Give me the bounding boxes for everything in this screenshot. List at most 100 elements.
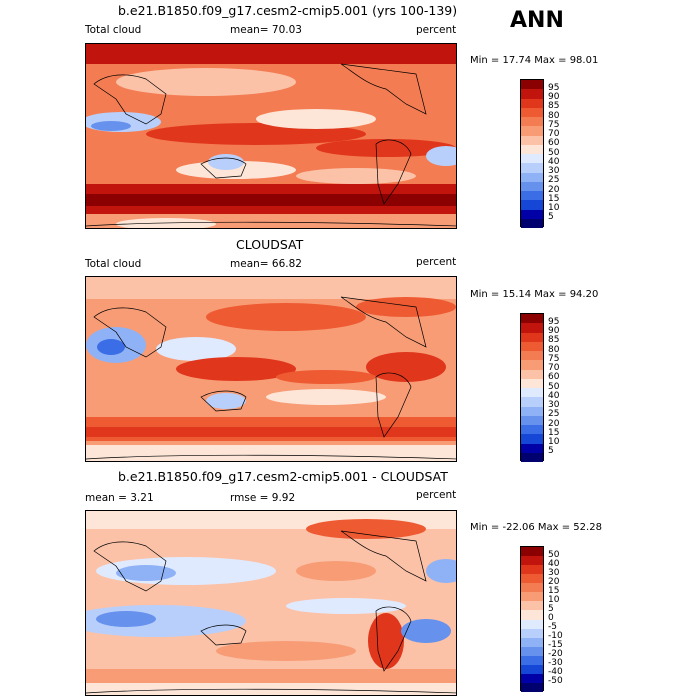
colorbar-level-label: 50 — [548, 381, 560, 392]
colorbar-swatch — [521, 89, 543, 99]
panel2-map — [85, 276, 457, 462]
panel3-title: b.e21.B1850.f09_g17.cesm2-cmip5.001 - CL… — [118, 469, 448, 484]
panel1-colorbar — [520, 79, 544, 228]
season-label: ANN — [510, 8, 564, 33]
colorbar-level-label: 30 — [548, 400, 560, 410]
colorbar-level-label: -50 — [548, 676, 563, 687]
colorbar-swatch — [521, 154, 543, 164]
colorbar-swatch — [521, 107, 543, 117]
panel3-rmse: rmse = 9.92 — [230, 492, 296, 504]
colorbar-level-label: -15 — [548, 640, 563, 651]
colorbar-swatch — [521, 369, 543, 379]
panel1-title: b.e21.B1850.f09_g17.cesm2-cmip5.001 (yrs… — [118, 3, 458, 18]
colorbar-swatch — [521, 181, 543, 191]
colorbar-swatch — [521, 80, 543, 90]
panel2-field-label: Total cloud — [85, 258, 142, 270]
colorbar-level-label: 10 — [548, 437, 560, 447]
colorbar-swatch — [521, 646, 543, 656]
panel3-colorbar — [520, 546, 544, 692]
colorbar-swatch — [521, 163, 543, 173]
colorbar-level-label: 20 — [548, 184, 560, 195]
colorbar-swatch — [521, 619, 543, 629]
colorbar-swatch — [521, 323, 543, 333]
colorbar-level-label: 85 — [548, 335, 560, 346]
colorbar-level-label: 40 — [548, 390, 560, 401]
colorbar-level-label: 10 — [548, 594, 560, 605]
colorbar-level-label: 75 — [548, 353, 560, 364]
colorbar-level-label: 0 — [548, 613, 554, 623]
colorbar-swatch — [521, 98, 543, 108]
colorbar-swatch — [521, 443, 543, 453]
colorbar-swatch — [521, 341, 543, 351]
colorbar-level-label: 5 — [548, 212, 554, 223]
colorbar-level-label: 30 — [548, 166, 560, 176]
colorbar-swatch — [521, 637, 543, 647]
colorbar-level-label: 30 — [548, 567, 560, 578]
panel1-map — [85, 43, 457, 229]
colorbar-swatch — [521, 583, 543, 593]
colorbar-level-label: 60 — [548, 372, 560, 383]
colorbar-level-label: 70 — [548, 363, 560, 373]
panel3-units: percent — [416, 489, 457, 501]
colorbar-level-label: 15 — [548, 427, 560, 438]
colorbar-level-label: 10 — [548, 203, 560, 213]
panel2-minmax: Min = 15.14 Max = 94.20 — [470, 289, 599, 300]
colorbar-swatch — [521, 144, 543, 154]
panel3-minmax: Min = -22.06 Max = 52.28 — [470, 522, 602, 533]
colorbar-level-label: 25 — [548, 409, 560, 420]
colorbar-swatch — [521, 332, 543, 342]
colorbar-level-label: 25 — [548, 175, 560, 186]
panel1-map-canvas — [86, 44, 456, 228]
colorbar-level-label: 50 — [548, 549, 560, 560]
colorbar-swatch — [521, 664, 543, 674]
panel1-mean: mean= 70.03 — [230, 24, 302, 36]
panel1-minmax: Min = 17.74 Max = 98.01 — [470, 55, 599, 66]
colorbar-level-label: 70 — [548, 129, 560, 139]
panel1-field-label: Total cloud — [85, 24, 142, 36]
panel2-units: percent — [416, 256, 457, 268]
colorbar-swatch — [521, 378, 543, 388]
colorbar-swatch — [521, 556, 543, 566]
colorbar-level-label: 90 — [548, 92, 560, 102]
colorbar-level-label: 90 — [548, 326, 560, 336]
colorbar-swatch — [521, 172, 543, 182]
colorbar-level-label: 80 — [548, 110, 560, 121]
colorbar-level-label: 60 — [548, 138, 560, 149]
colorbar-level-label: 5 — [548, 603, 554, 614]
colorbar-swatch — [521, 434, 543, 444]
panel1-units: percent — [416, 24, 457, 36]
colorbar-swatch — [521, 406, 543, 416]
colorbar-swatch — [521, 682, 543, 692]
colorbar-swatch — [521, 628, 543, 638]
colorbar-swatch — [521, 565, 543, 575]
colorbar-swatch — [521, 601, 543, 611]
colorbar-level-label: 85 — [548, 101, 560, 112]
colorbar-swatch — [521, 209, 543, 219]
panel2-title: CLOUDSAT — [236, 237, 304, 252]
colorbar-level-label: 15 — [548, 585, 560, 596]
colorbar-level-label: -40 — [548, 667, 563, 678]
colorbar-swatch — [521, 314, 543, 324]
panel2-mean: mean= 66.82 — [230, 258, 302, 270]
colorbar-level-label: 95 — [548, 316, 560, 327]
colorbar-level-label: 50 — [548, 147, 560, 158]
colorbar-level-label: -20 — [548, 649, 563, 660]
colorbar-level-label: -30 — [548, 658, 563, 669]
colorbar-level-label: 20 — [548, 418, 560, 429]
colorbar-swatch — [521, 200, 543, 210]
colorbar-level-label: 75 — [548, 119, 560, 130]
colorbar-swatch — [521, 592, 543, 602]
panel2-map-canvas — [86, 277, 456, 461]
colorbar-swatch — [521, 655, 543, 665]
colorbar-level-label: 40 — [548, 558, 560, 569]
colorbar-level-label: 5 — [548, 446, 554, 457]
colorbar-swatch — [521, 415, 543, 425]
colorbar-swatch — [521, 388, 543, 398]
colorbar-swatch — [521, 126, 543, 136]
colorbar-swatch — [521, 610, 543, 620]
colorbar-level-label: 95 — [548, 82, 560, 93]
colorbar-level-label: -5 — [548, 622, 557, 633]
colorbar-level-label: 15 — [548, 193, 560, 204]
panel3-map — [85, 510, 457, 696]
colorbar-level-label: 40 — [548, 156, 560, 167]
